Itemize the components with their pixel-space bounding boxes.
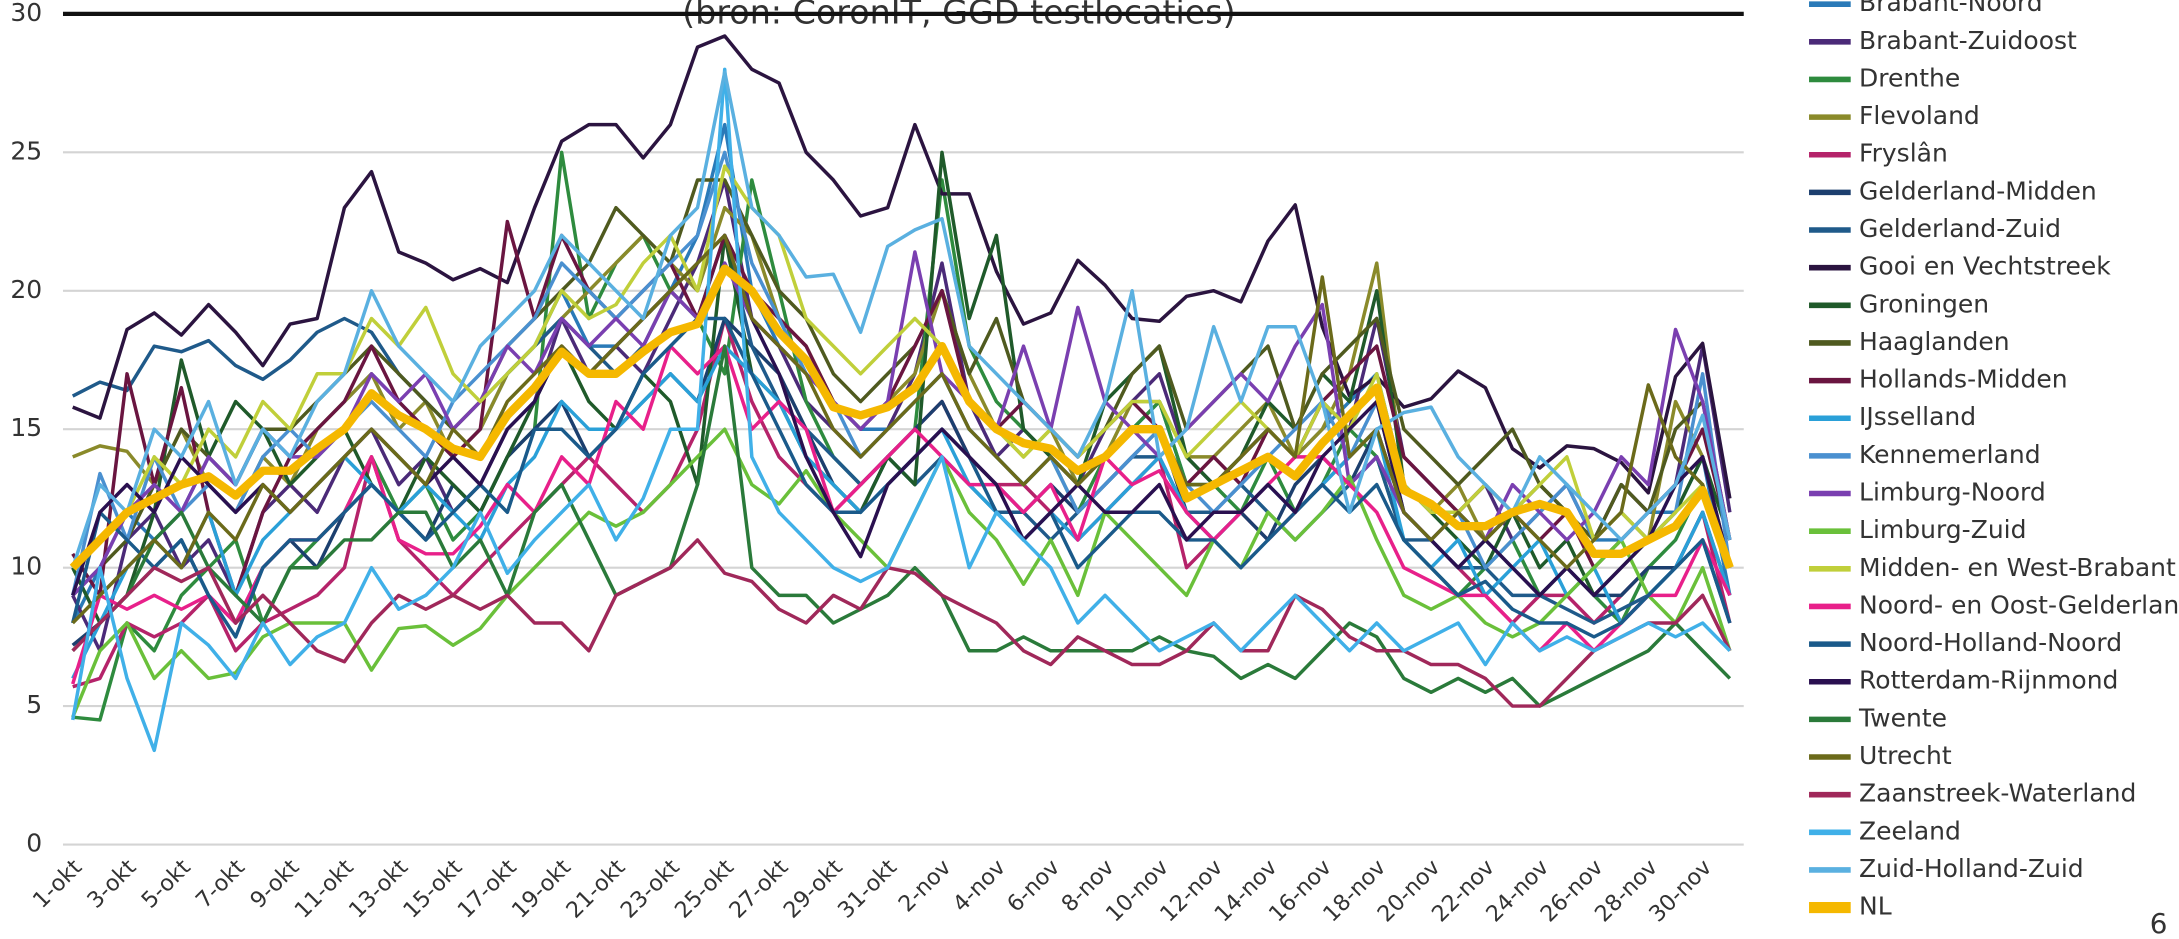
x-tick-label: 11-okt: [290, 854, 359, 923]
series-line: [71, 178, 1732, 597]
series-line: [72, 34, 1732, 499]
legend-label: Fryslân: [1859, 139, 1948, 168]
legend-label: IJsselland: [1859, 402, 1976, 431]
series-line: [71, 344, 1732, 708]
y-tick-label: 15: [10, 413, 42, 442]
legend-label: Drenthe: [1859, 63, 1960, 92]
y-tick-label: 0: [26, 829, 42, 858]
series-line: [71, 538, 1732, 708]
legend-label: Rotterdam-Rijnmond: [1859, 666, 2118, 695]
x-tick-label: 7-okt: [191, 854, 250, 913]
legend-label: Utrecht: [1859, 741, 1952, 770]
y-tick-label: 25: [10, 136, 42, 165]
legend-label: Zuid-Holland-Zuid: [1859, 854, 2084, 883]
legend-label: Gooi en Vechtstreek: [1859, 252, 2111, 281]
x-tick-label: 13-okt: [344, 854, 413, 923]
legend-label: Limburg-Noord: [1859, 478, 2046, 507]
x-tick-label: 6-nov: [1002, 854, 1065, 917]
legend-label: Gelderland-Midden: [1859, 176, 2097, 205]
page-number: 6: [2150, 907, 2168, 939]
legend-label: Zaanstreek-Waterland: [1859, 779, 2136, 808]
total-line: [69, 264, 1734, 571]
x-tick-label: 4-nov: [948, 854, 1011, 917]
legend-label: Haaglanden: [1859, 327, 2010, 356]
series-line: [71, 67, 1732, 753]
x-tick-label: 3-okt: [82, 854, 141, 913]
series-line: [71, 70, 1732, 569]
legend-label: Gelderland-Zuid: [1859, 214, 2061, 243]
x-tick-label: 2-nov: [894, 854, 957, 917]
x-tick-label: 21-okt: [561, 854, 630, 923]
legend-label: Twente: [1858, 703, 1947, 732]
y-tick-label: 5: [26, 690, 42, 719]
legend-label: Midden- en West-Brabant: [1859, 553, 2176, 582]
x-tick-label: 5-okt: [137, 854, 196, 913]
legend-label: Flevoland: [1859, 101, 1980, 130]
x-tick-label: 1-okt: [28, 854, 87, 913]
legend-label: Brabant-Noord: [1859, 0, 2043, 17]
y-tick-label: 20: [10, 275, 42, 304]
legend-label: Noord- en Oost-Gelderland: [1859, 590, 2179, 619]
x-tick-label: 31-okt: [833, 854, 902, 923]
x-tick-label: 25-okt: [670, 854, 739, 923]
x-tick-label: 23-okt: [616, 854, 685, 923]
legend-label: Noord-Holland-Noord: [1859, 628, 2122, 657]
series-line: [72, 205, 1732, 569]
legend-label: Hollands-Midden: [1859, 365, 2068, 394]
plot-area: [69, 34, 1734, 753]
legend: Brabant-Noord Brabant-Zuidoost Drenthe Flev…: [1809, 0, 2179, 921]
legend-label: Zeeland: [1859, 816, 1961, 845]
x-tick-label: 15-okt: [398, 854, 467, 923]
x-tick-label: 27-okt: [724, 854, 793, 923]
series-line: [71, 219, 1732, 598]
legend-label: NL: [1859, 892, 1892, 921]
x-tick-label: 19-okt: [507, 854, 576, 923]
legend-label: Brabant-Zuidoost: [1859, 26, 2077, 55]
y-tick-label: 10: [10, 552, 42, 581]
y-tick-label: 30: [10, 0, 42, 27]
legend-label: Limburg-Zuid: [1859, 515, 2026, 544]
legend-label: Groningen: [1859, 289, 1989, 318]
x-tick-label: 29-okt: [779, 854, 848, 923]
series-line: [71, 233, 1732, 625]
legend-label: Kennemerland: [1859, 440, 2041, 469]
x-tick-label: 17-okt: [453, 854, 522, 923]
